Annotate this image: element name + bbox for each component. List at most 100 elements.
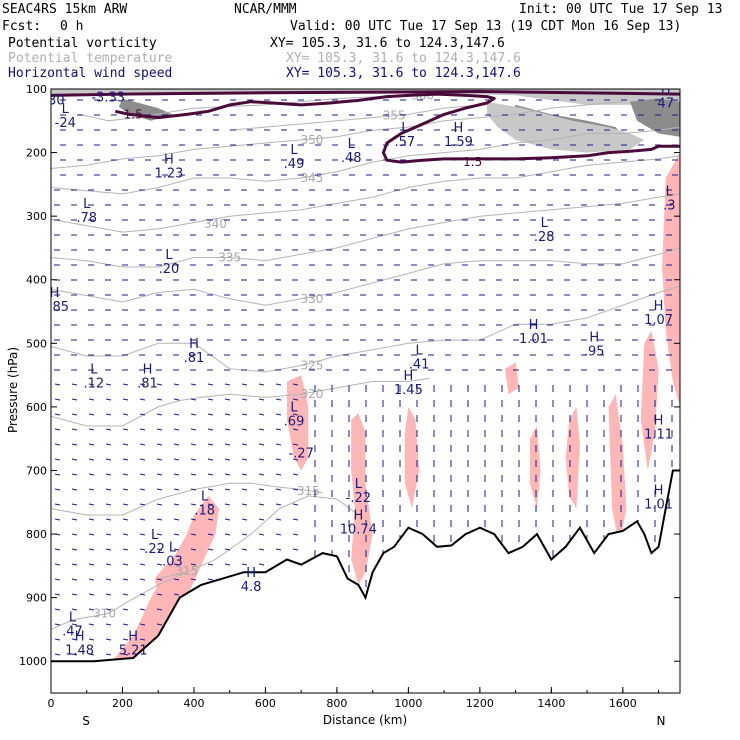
- wind-vector-362: [207, 578, 214, 581]
- theta-contour-5: [51, 247, 680, 306]
- hl-marker-9: H: [189, 337, 199, 352]
- wind-vector-293: [173, 548, 180, 551]
- wind-vector-59: [71, 413, 78, 416]
- wind-vector-95: [88, 383, 95, 386]
- wind-vector-415: [241, 398, 248, 401]
- wind-vector-75: [71, 653, 78, 656]
- wind-vector-383: [224, 398, 231, 401]
- wind-vector-35: [54, 623, 61, 626]
- y-tick-label-9: 1000: [19, 655, 47, 668]
- wind-vector-323: [190, 488, 197, 491]
- hl-marker-23: H: [654, 413, 664, 428]
- wind-vector-148: [105, 608, 112, 611]
- wind-vector-488: [275, 533, 282, 536]
- wind-vector-96: [88, 398, 95, 401]
- valid-time: Valid: 00 UTC Tue 17 Sep 13 (19 CDT Mon …: [290, 19, 682, 34]
- wind-vector-509: [292, 383, 299, 386]
- x-tick-label-6: 1200: [466, 697, 494, 710]
- y-tick-label-7: 800: [26, 528, 47, 541]
- wind-vector-30: [54, 548, 61, 551]
- wind-vector-390: [224, 503, 231, 506]
- wind-vector-209: [139, 383, 146, 386]
- wind-vector-292: [173, 533, 180, 536]
- wind-vector-517: [292, 503, 299, 506]
- wind-vector-171: [122, 383, 129, 386]
- wind-vector-106: [88, 548, 95, 551]
- wind-vector-74: [71, 638, 78, 641]
- wind-vector-189: [122, 653, 129, 656]
- wind-vector-249: [156, 428, 163, 431]
- wind-vector-104: [88, 518, 95, 521]
- humidity-region-9: [608, 394, 627, 547]
- wind-vector-326: [190, 533, 197, 536]
- forecast-value: 0 h: [60, 19, 84, 34]
- wind-vector-139: [105, 473, 112, 476]
- humidity-region-10: [640, 330, 659, 471]
- wind-vector-327: [190, 548, 197, 551]
- humidity-region-4: [351, 413, 373, 585]
- wind-vector-452: [258, 473, 265, 476]
- init-time: Init: 00 UTC Tue 17 Sep 13: [519, 2, 723, 17]
- wind-vector-136: [105, 428, 112, 431]
- hl-marker-12: L: [401, 121, 409, 136]
- hl-value-4: .78: [76, 211, 97, 226]
- wind-vector-215: [139, 473, 146, 476]
- wind-vector-425: [241, 548, 248, 551]
- wind-vector-63: [71, 473, 78, 476]
- wind-vector-255: [156, 518, 163, 521]
- wind-vector-143: [105, 533, 112, 536]
- wind-vector-174: [122, 428, 129, 431]
- y-tick-label-4: 500: [26, 337, 47, 350]
- wind-vector-355: [207, 473, 214, 476]
- wind-vector-447: [258, 398, 265, 401]
- wind-vector-175: [122, 443, 129, 446]
- hl-value-16: .95: [584, 345, 605, 360]
- wind-vector-26: [54, 488, 61, 491]
- wind-vector-422: [241, 503, 248, 506]
- wind-vector-384: [224, 413, 231, 416]
- wind-vector-23: [54, 443, 61, 446]
- north-end-label: N: [657, 714, 666, 728]
- wind-vector-289: [173, 488, 180, 491]
- hl-value-17: .41: [409, 357, 430, 372]
- wind-vector-416: [241, 413, 248, 416]
- wind-vector-261: [156, 608, 163, 611]
- field-pv-name: Potential vorticity: [8, 36, 157, 51]
- hl-marker-6: H: [50, 286, 60, 301]
- org-label: NCAR/MMM: [234, 2, 297, 17]
- wind-vector-107: [88, 563, 95, 566]
- wind-vector-173: [122, 413, 129, 416]
- wind-vector-349: [207, 383, 214, 386]
- wind-vector-322: [190, 473, 197, 476]
- wind-vector-113: [88, 653, 95, 656]
- wind-vector-387: [224, 458, 231, 461]
- wind-vector-68: [71, 548, 78, 551]
- hl-value-7: .12: [84, 376, 105, 391]
- wind-vector-479: [275, 398, 282, 401]
- wind-vector-213: [139, 443, 146, 446]
- wind-vector-20: [54, 398, 61, 401]
- wind-vector-19: [54, 383, 61, 386]
- wind-vector-71: [71, 593, 78, 596]
- wind-vector-220: [139, 548, 146, 551]
- wind-vector-453: [258, 488, 265, 491]
- wind-vector-217: [139, 503, 146, 506]
- wind-vector-67: [71, 533, 78, 536]
- hl-value-33: 5.21: [119, 643, 148, 658]
- pv-contour-1: [51, 90, 680, 97]
- hl-marker-0: H: [103, 76, 113, 91]
- hl-marker-19: H: [654, 299, 664, 314]
- wind-vector-183: [122, 563, 129, 566]
- y-tick-label-0: 100: [26, 83, 47, 96]
- wind-vector-446: [258, 383, 265, 386]
- wind-vector-482: [275, 443, 282, 446]
- wind-vector-386: [224, 443, 231, 446]
- wind-vector-110: [88, 608, 95, 611]
- wind-vector-483: [275, 458, 282, 461]
- wind-vector-134: [105, 398, 112, 401]
- hl-marker-3: H: [164, 153, 174, 168]
- wind-vector-135: [105, 413, 112, 416]
- hl-value-0: -3.33: [91, 90, 125, 105]
- theta-contour-2: [51, 482, 323, 516]
- wind-vector-61: [71, 443, 78, 446]
